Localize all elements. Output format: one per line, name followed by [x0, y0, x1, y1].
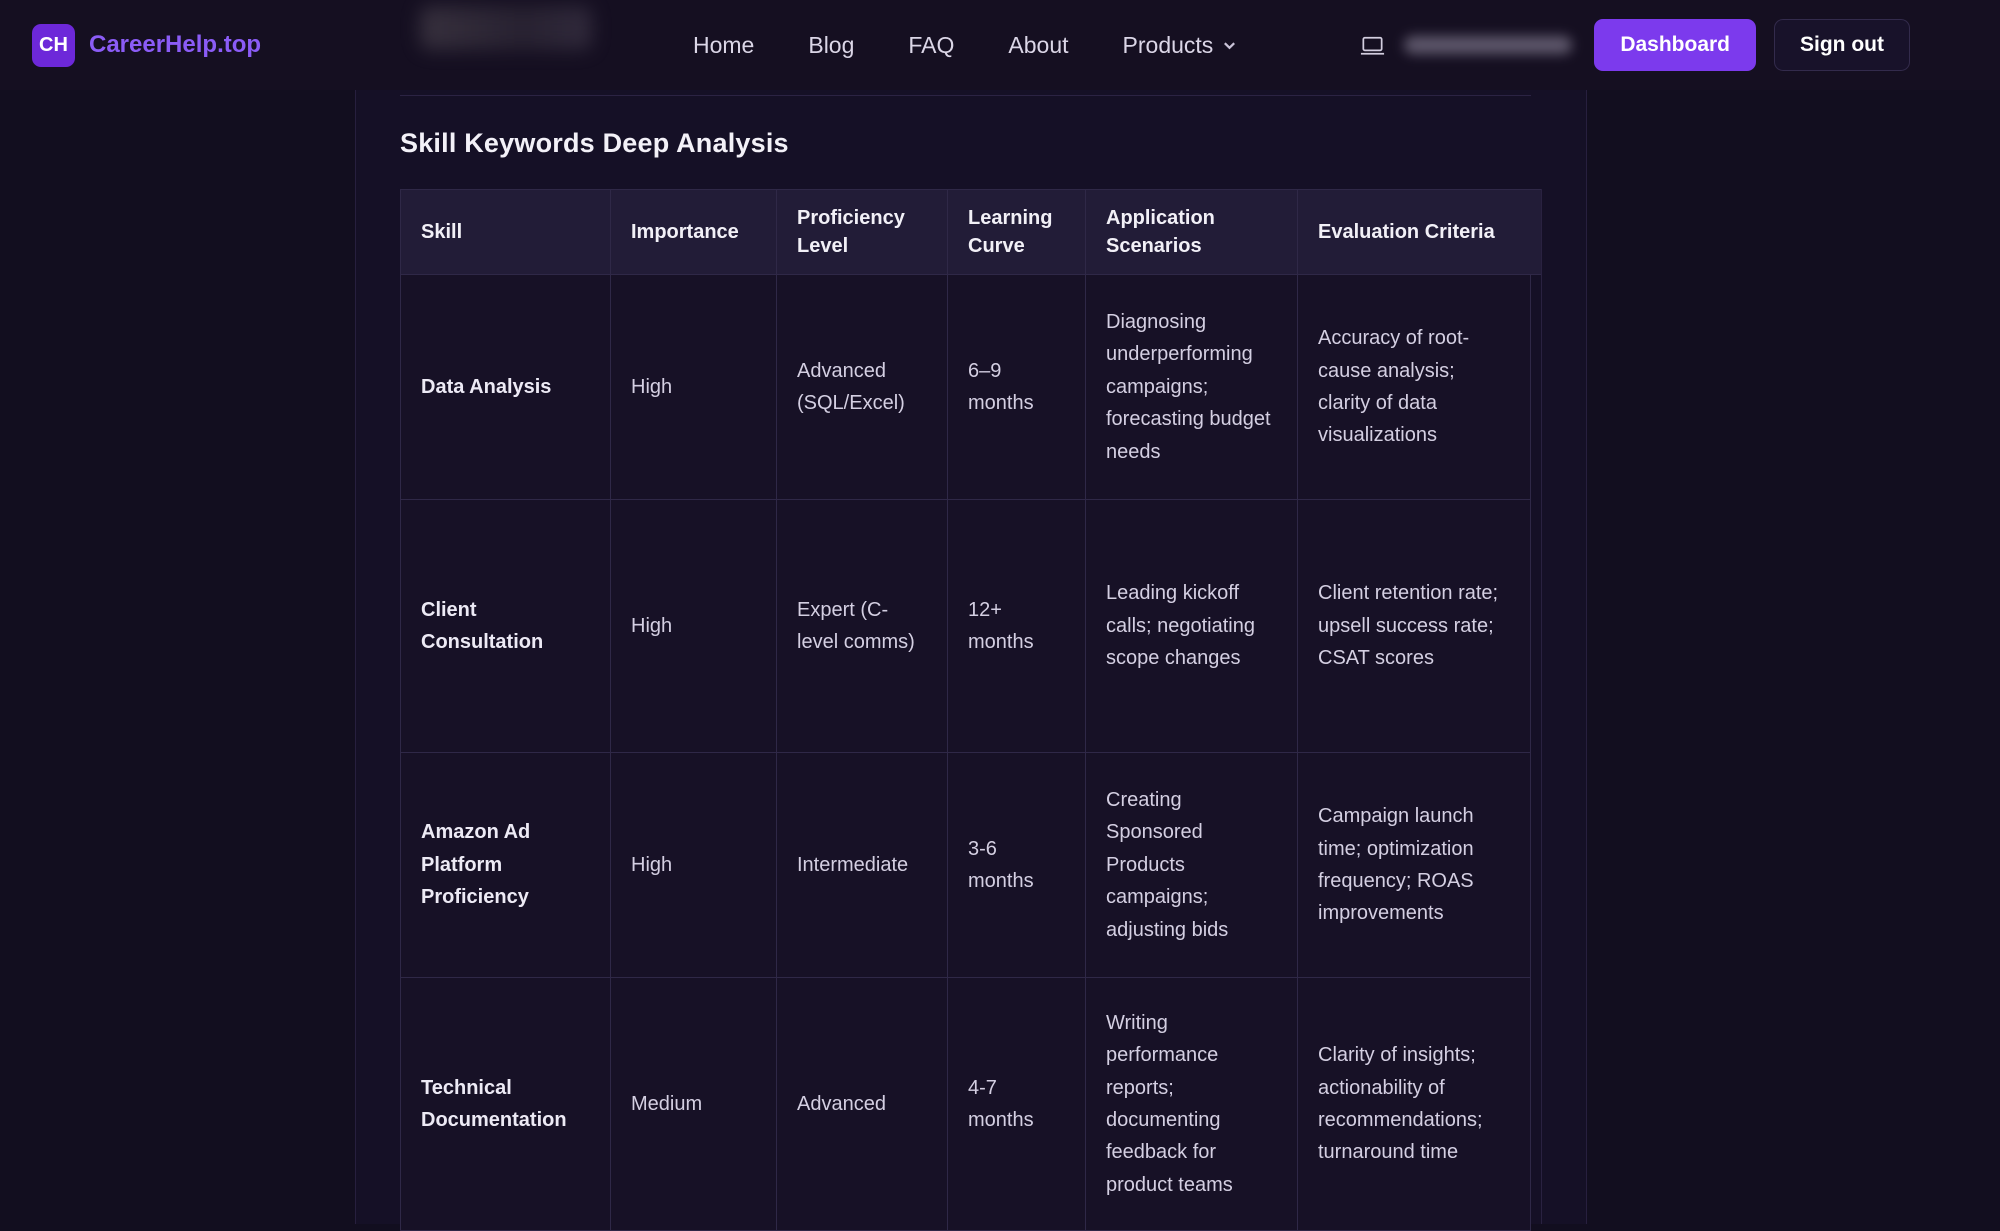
skills-table: Skill Importance Proficiency Level Learn…: [400, 189, 1531, 1231]
col-header-importance: Importance: [610, 189, 777, 275]
cell-scenarios: Diagnosing underperforming campaigns; fo…: [1085, 274, 1298, 500]
nav-item-blog[interactable]: Blog: [808, 31, 855, 58]
col-header-criteria: Evaluation Criteria: [1297, 189, 1531, 275]
table-row: Client Consultation High Expert (C-level…: [400, 499, 1531, 753]
cell-learning-curve: 6–9 months: [947, 274, 1086, 500]
nav-item-home[interactable]: Home: [693, 31, 755, 58]
col-header-skill: Skill: [400, 189, 611, 275]
panel-border-right: [1586, 90, 1587, 1224]
table-row: Amazon Ad Platform Proficiency High Inte…: [400, 752, 1531, 978]
cell-criteria: Client retention rate; upsell success ra…: [1297, 499, 1531, 753]
cell-skill: Client Consultation: [400, 499, 611, 753]
navbar-account-area: Dashboard Sign out: [1359, 0, 1910, 90]
table-scroll-gutter: [1530, 189, 1541, 275]
cell-proficiency: Advanced: [776, 977, 948, 1231]
cell-scenarios: Creating Sponsored Products campaigns; a…: [1085, 752, 1298, 978]
brand-name: CareerHelp.top: [89, 31, 262, 58]
cell-importance: Medium: [610, 977, 777, 1231]
cell-learning-curve: 4-7 months: [947, 977, 1086, 1231]
cell-skill: Amazon Ad Platform Proficiency: [400, 752, 611, 978]
table-row: Technical Documentation Medium Advanced …: [400, 977, 1531, 1231]
cell-skill: Data Analysis: [400, 274, 611, 500]
section-title: Skill Keywords Deep Analysis: [400, 128, 789, 158]
signout-button[interactable]: Sign out: [1774, 19, 1910, 71]
cell-scenarios: Leading kickoff calls; negotiating scope…: [1085, 499, 1298, 753]
table-row: Data Analysis High Advanced (SQL/Excel) …: [400, 274, 1531, 500]
cell-importance: High: [610, 752, 777, 978]
section-divider: [400, 95, 1531, 96]
brand[interactable]: CH CareerHelp.top: [32, 0, 261, 90]
user-email-redacted: [1404, 36, 1573, 54]
chevron-down-icon: [1224, 41, 1236, 49]
col-header-scenarios: Application Scenarios: [1085, 189, 1298, 275]
col-header-learning-curve: Learning Curve: [947, 189, 1086, 275]
cell-skill: Technical Documentation: [400, 977, 611, 1231]
cell-proficiency: Advanced (SQL/Excel): [776, 274, 948, 500]
cell-importance: High: [610, 499, 777, 753]
cell-proficiency: Intermediate: [776, 752, 948, 978]
nav-item-products[interactable]: Products: [1123, 32, 1238, 59]
navbar: CH CareerHelp.top Home Blog FAQ About Pr…: [0, 0, 2000, 90]
laptop-icon: [1361, 36, 1385, 55]
col-header-proficiency: Proficiency Level: [776, 189, 948, 275]
cell-importance: High: [610, 274, 777, 500]
panel-border-left: [355, 90, 356, 1224]
cell-learning-curve: 12+ months: [947, 499, 1086, 753]
cell-learning-curve: 3-6 months: [947, 752, 1086, 978]
cell-proficiency: Expert (C-level comms): [776, 499, 948, 753]
nav-item-about[interactable]: About: [1008, 31, 1069, 58]
cell-criteria: Campaign launch time; optimization frequ…: [1297, 752, 1531, 978]
nav-products-label: Products: [1122, 31, 1214, 58]
brand-logo[interactable]: CH: [32, 23, 75, 67]
cell-criteria: Clarity of insights; actionability of re…: [1297, 977, 1531, 1231]
main-nav: Home Blog FAQ About Products: [693, 0, 1237, 90]
cell-scenarios: Writing performance reports; documenting…: [1085, 977, 1298, 1231]
redacted-title-blur: [420, 6, 592, 50]
cell-criteria: Accuracy of root-cause analysis; clarity…: [1297, 274, 1531, 500]
nav-item-faq[interactable]: FAQ: [908, 31, 955, 58]
dashboard-button[interactable]: Dashboard: [1594, 19, 1757, 71]
table-container-edge: [1541, 189, 1542, 1224]
table-header-row: Skill Importance Proficiency Level Learn…: [400, 189, 1531, 275]
